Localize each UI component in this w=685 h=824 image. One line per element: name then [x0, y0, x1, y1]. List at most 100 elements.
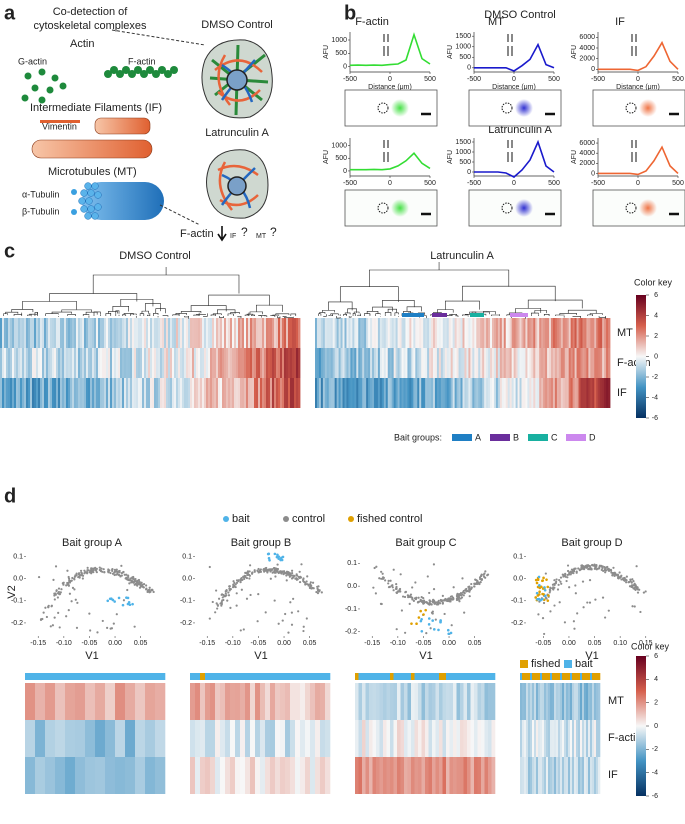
control-point — [245, 597, 249, 600]
control-point — [291, 572, 294, 575]
heatmap-cell — [30, 378, 33, 408]
y-tick-label: 0 — [467, 65, 471, 72]
heatmap-cell — [503, 348, 507, 378]
heatmap-cell — [464, 378, 467, 408]
heatmap-cell — [55, 683, 66, 720]
heatmap-cell — [558, 318, 562, 348]
control-point — [115, 613, 118, 616]
group-point — [419, 619, 423, 623]
heatmap-cell — [174, 378, 177, 408]
heatmap-cell — [162, 348, 165, 378]
heatmap-cell — [66, 318, 69, 348]
heatmap-cell — [172, 318, 175, 348]
heatmap-cell — [225, 683, 231, 720]
plot-title: Bait group D — [561, 537, 622, 549]
heatmap-cell — [436, 378, 440, 408]
bait-group-marker — [510, 313, 528, 317]
heatmap-cell — [326, 318, 330, 348]
heatmap-cell — [608, 378, 611, 408]
control-point — [555, 580, 558, 583]
heatmap-cell — [260, 757, 266, 794]
heatmap-cell — [533, 378, 536, 408]
control-point — [582, 568, 586, 571]
heatmap-cell — [104, 318, 107, 348]
control-point — [221, 596, 224, 599]
heatmap-cell — [252, 378, 255, 408]
x-axis-label: V1 — [585, 650, 598, 662]
heatmap-cell — [142, 378, 145, 408]
x-tick-label: 0.00 — [442, 640, 456, 647]
control-point — [66, 569, 69, 572]
dendrogram — [92, 274, 240, 294]
heatmap-cell — [315, 757, 321, 794]
control-point — [611, 574, 614, 577]
heatmap-cell — [376, 720, 380, 757]
group-point — [536, 578, 540, 582]
control-point — [86, 572, 89, 575]
control-point — [53, 598, 56, 601]
control-point — [57, 611, 60, 615]
heatmap-cell — [449, 683, 454, 720]
heatmap-cell — [82, 348, 85, 378]
group-bar-cell — [95, 673, 106, 680]
group-bar-cell — [295, 673, 301, 680]
group-point — [113, 600, 116, 603]
heatmap-cell — [264, 318, 267, 348]
heatmap-cell — [8, 348, 11, 378]
heatmap-cell — [290, 720, 296, 757]
heatmap-cell — [6, 348, 9, 378]
heatmap-cell — [230, 348, 233, 378]
control-point — [378, 577, 381, 580]
control-point — [594, 567, 597, 570]
heatmap-cell — [434, 318, 438, 348]
control-point — [598, 566, 601, 570]
heatmap-cell — [238, 348, 241, 378]
heatmap-cell — [110, 378, 113, 408]
heatmap-cell — [325, 683, 331, 720]
heatmap-cell — [240, 348, 243, 378]
control-point — [132, 576, 135, 579]
heatmap-cell — [98, 348, 101, 378]
control-point — [551, 587, 555, 590]
heatmap-cell — [230, 720, 236, 757]
heatmap-cell — [35, 720, 46, 757]
heatmap-cell — [104, 378, 107, 408]
control-point — [81, 577, 84, 580]
x-tick-label: -0.05 — [81, 640, 97, 647]
heatmap-cell — [84, 318, 87, 348]
bait-legend-swatch — [452, 434, 472, 441]
control-point — [295, 577, 298, 580]
heatmap-cell — [155, 720, 166, 757]
heatmap-cell — [234, 318, 237, 348]
heatmap-cell — [22, 348, 25, 378]
control-point — [120, 574, 123, 577]
heatmap-cell — [45, 757, 56, 794]
heatmap-cell — [566, 378, 570, 408]
heatmap-cell — [38, 318, 41, 348]
control-point — [605, 566, 608, 569]
heatmap-cell — [74, 348, 77, 378]
heatmap-cell — [542, 683, 545, 720]
control-point — [633, 605, 636, 608]
control-point — [54, 565, 58, 568]
heatmap-cell — [532, 757, 535, 794]
heatmap-cell — [118, 378, 121, 408]
heatmap-cell — [523, 318, 526, 348]
heatmap-cell — [110, 318, 113, 348]
heatmap-cell — [536, 683, 539, 720]
heatmap-cell — [391, 378, 395, 408]
heatmap-cell — [4, 378, 7, 408]
heatmap-cell — [374, 318, 377, 348]
heatmap-cell — [340, 318, 343, 348]
heatmap-cell — [155, 683, 166, 720]
x-tick-label: 0 — [512, 180, 516, 187]
heatmap-cell — [166, 348, 169, 378]
heatmap-cell — [521, 348, 524, 378]
control-point — [562, 574, 565, 577]
heatmap-cell — [134, 378, 137, 408]
group-bar-cell — [265, 673, 271, 680]
heatmap-cell — [286, 318, 289, 348]
heatmap-cell — [112, 378, 115, 408]
heatmap-cell — [481, 720, 485, 757]
control-point — [285, 579, 288, 582]
